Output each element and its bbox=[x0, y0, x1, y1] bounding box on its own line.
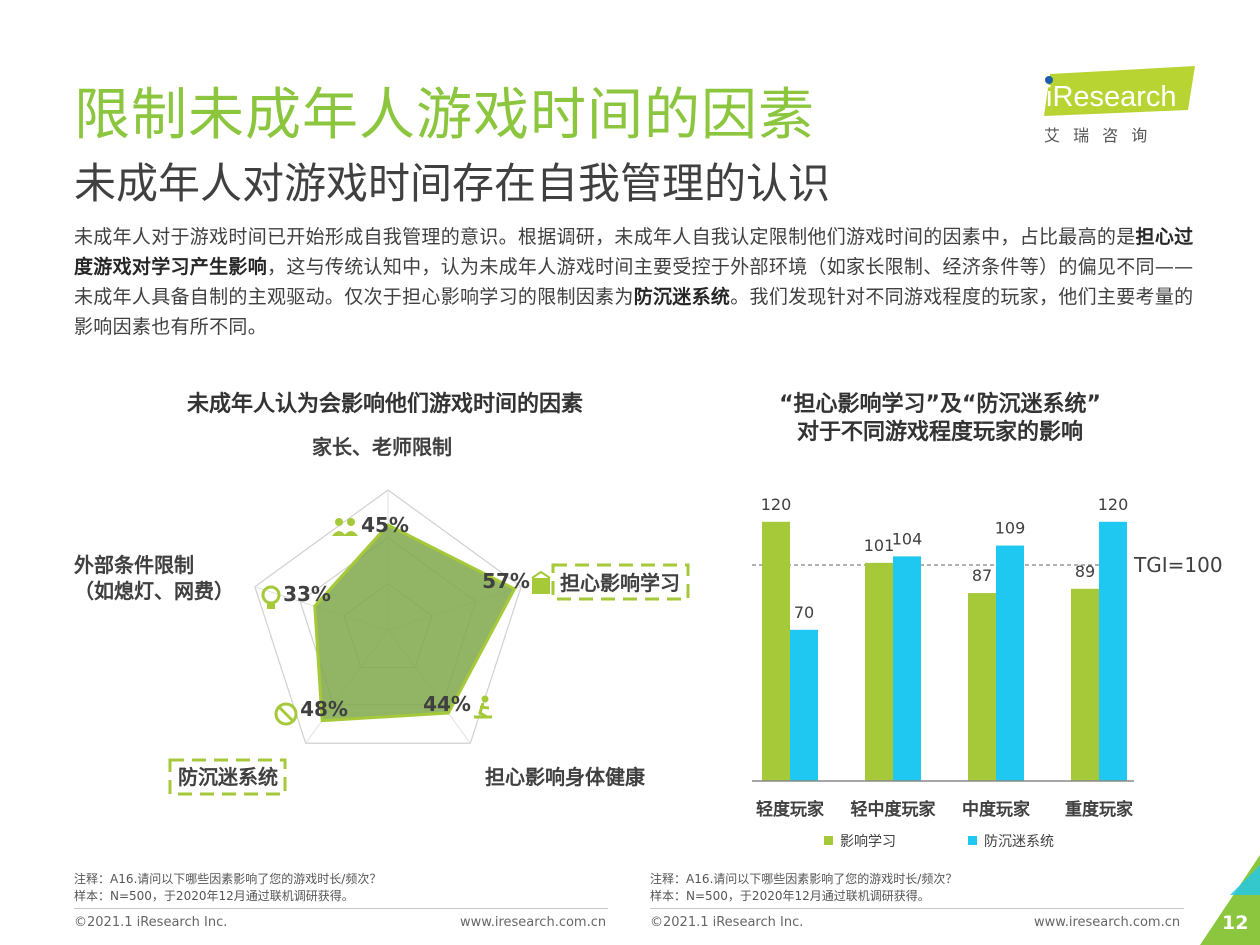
x-tick-label: 中度玩家 bbox=[962, 799, 1030, 820]
legend-swatch-1 bbox=[968, 836, 977, 845]
bar-value-label: 120 bbox=[1098, 495, 1129, 514]
logo-badge: iResearch bbox=[1044, 66, 1195, 116]
bar-study bbox=[762, 521, 790, 781]
bar-chart-title-line2: 对于不同游戏程度玩家的影响 bbox=[796, 420, 1083, 445]
study-icon bbox=[531, 570, 551, 594]
x-tick-label: 轻度玩家 bbox=[756, 799, 824, 820]
legend-label-0: 影响学习 bbox=[840, 834, 896, 850]
radar-axis-label-parents: 家长、老师限制 bbox=[312, 435, 452, 459]
intro-paragraph: 未成年人对于游戏时间已开始形成自我管理的意识。根据调研，未成年人自我认定限制他们… bbox=[74, 222, 1194, 342]
footer-divider-right bbox=[650, 908, 1184, 909]
parent-bodies bbox=[332, 531, 358, 536]
note-right-line2: 样本：N=500，于2020年12月通过联机调研获得。 bbox=[650, 889, 930, 903]
x-tick-label: 重度玩家 bbox=[1065, 799, 1133, 820]
ban-icon bbox=[274, 702, 298, 726]
bar-value-label: 89 bbox=[1075, 562, 1095, 581]
parent-head-2 bbox=[347, 518, 355, 526]
bar-value-label: 87 bbox=[972, 566, 992, 585]
bar-value-label: 104 bbox=[892, 529, 923, 548]
lightbulb-icon bbox=[261, 585, 281, 609]
note-left: 注释：A16.请问以下哪些因素影响了您的游戏时长/频次？ 样本：N=500，于2… bbox=[74, 871, 381, 905]
radar-axis-label-external: 外部条件限制 bbox=[74, 553, 194, 577]
intro-text-1: 未成年人对于游戏时间已开始形成自我管理的意识。根据调研，未成年人自我认定限制他们… bbox=[74, 226, 1136, 248]
intro-bold-1: 担心过度游戏对学习产生影响 bbox=[74, 226, 1194, 278]
url-left: www.iresearch.com.cn bbox=[460, 915, 607, 930]
highlight-box-study bbox=[551, 563, 690, 601]
page-subtitle: 未成年人对游戏时间存在自我管理的认识 bbox=[74, 159, 831, 208]
ban-circle bbox=[274, 702, 298, 726]
logo-brand-text: iResearch bbox=[1046, 81, 1177, 113]
parents-icon bbox=[332, 518, 358, 536]
logo-chinese: 艾 瑞 咨 询 bbox=[1044, 126, 1152, 145]
bar-value-label: 101 bbox=[864, 536, 895, 555]
bar-antiaddiction bbox=[790, 629, 818, 781]
bar-study bbox=[1071, 588, 1099, 781]
study-cap bbox=[531, 570, 551, 579]
radar-axis-label-antiaddiction: 防沉迷系统 bbox=[178, 765, 278, 789]
x-tick-label: 轻中度玩家 bbox=[851, 799, 936, 820]
intro-text-2: ，这与传统认知中，认为未成年人游戏时间主要受控于外部环境（如家长限制、经济条件等… bbox=[74, 256, 1194, 308]
bar-antiaddiction bbox=[893, 556, 921, 781]
bar-value-label: 70 bbox=[794, 603, 814, 622]
radar-value-label: 44% bbox=[423, 692, 471, 716]
radar-axis-label-health: 担心影响身体健康 bbox=[485, 765, 646, 789]
bar-chart-title-line1: “担心影响学习”及“防沉迷系统” bbox=[779, 392, 1101, 417]
logo: iResearch 艾 瑞 咨 询 bbox=[1040, 66, 1200, 146]
radar-value-label: 48% bbox=[300, 697, 348, 721]
note-right-line1: 注释：A16.请问以下哪些因素影响了您的游戏时长/频次？ bbox=[650, 872, 958, 886]
bar-study bbox=[968, 593, 996, 781]
legend-label-1: 防沉迷系统 bbox=[984, 834, 1054, 850]
copyright-left: ©2021.1 iResearch Inc. bbox=[74, 915, 228, 930]
tgi-reference-label: TGI=100 bbox=[1133, 553, 1223, 577]
radar-chart-title: 未成年人认为会影响他们游戏时间的因素 bbox=[186, 392, 583, 417]
exercise-icon bbox=[474, 695, 492, 719]
radar-value-label: 33% bbox=[283, 582, 331, 606]
url-right: www.iresearch.com.cn bbox=[1034, 915, 1181, 930]
radar-axis-label-external-sub: （如熄灯、网费） bbox=[74, 579, 234, 603]
note-left-line2: 样本：N=500，于2020年12月通过联机调研获得。 bbox=[74, 889, 354, 903]
footer-divider-left bbox=[74, 908, 608, 909]
study-book bbox=[532, 578, 550, 594]
parent-head-1 bbox=[335, 518, 343, 526]
page-corner-decoration bbox=[1200, 855, 1260, 945]
note-left-line1: 注释：A16.请问以下哪些因素影响了您的游戏时长/频次？ bbox=[74, 872, 382, 886]
bar-value-label: 120 bbox=[761, 495, 792, 514]
intro-bold-2: 防沉迷系统 bbox=[633, 286, 731, 308]
note-right: 注释：A16.请问以下哪些因素影响了您的游戏时长/频次？ 样本：N=500，于2… bbox=[650, 871, 957, 905]
copyright-right: ©2021.1 iResearch Inc. bbox=[650, 915, 804, 930]
radar-value-label: 45% bbox=[361, 513, 409, 537]
bar-study bbox=[865, 562, 893, 781]
legend-swatch-0 bbox=[824, 836, 833, 845]
bulb-glass bbox=[261, 585, 281, 605]
bar-antiaddiction bbox=[996, 545, 1024, 781]
radar-grid-ring-0 bbox=[254, 489, 522, 744]
page-number: 12 bbox=[1222, 912, 1249, 934]
page-title: 限制未成年人游戏时间的因素 bbox=[74, 83, 815, 148]
highlight-box-antiaddiction bbox=[168, 758, 287, 796]
intro-text-3: 。我们发现针对不同游戏程度的玩家，他们主要考量的影响因素也有所不同。 bbox=[74, 286, 1194, 338]
runner-head bbox=[481, 695, 489, 703]
ban-slash bbox=[277, 705, 295, 723]
runner-body bbox=[474, 702, 492, 719]
radar-axis-label-study: 担心影响学习 bbox=[560, 571, 680, 595]
bar-value-label: 109 bbox=[995, 519, 1026, 538]
bar-antiaddiction bbox=[1099, 521, 1127, 781]
radar-value-label: 57% bbox=[482, 569, 530, 593]
radar-data-area bbox=[313, 523, 517, 723]
bulb-base bbox=[267, 604, 275, 609]
